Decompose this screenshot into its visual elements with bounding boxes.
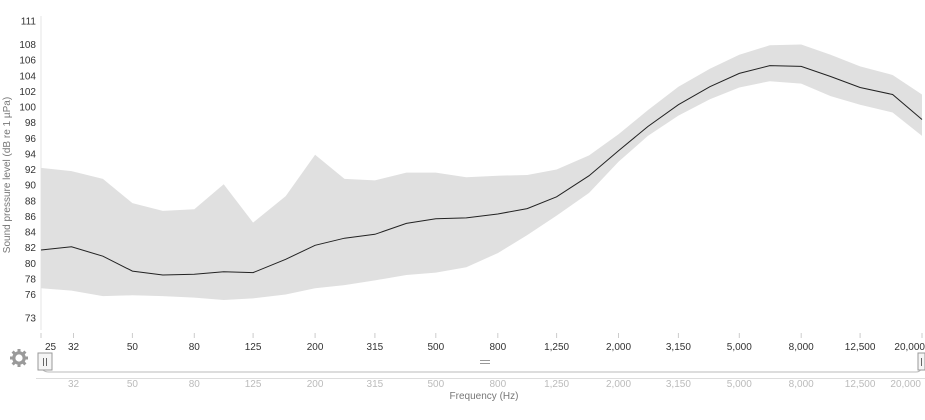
data-point[interactable] xyxy=(192,272,196,276)
data-point[interactable] xyxy=(464,216,468,220)
data-point[interactable] xyxy=(858,86,862,90)
right-handle-icon[interactable] xyxy=(917,352,925,371)
data-point[interactable] xyxy=(799,64,803,68)
navigator-tick-label: 800 xyxy=(489,379,506,390)
data-point[interactable] xyxy=(737,71,741,75)
x-axis-ticks: 25 32 50 80 125 200 315 500 800 1,250 2,000 3,150 5,… xyxy=(40,333,925,353)
navigator-tick-label: 8,000 xyxy=(789,379,814,390)
navigator-tick-label: 2,000 xyxy=(606,379,631,390)
y-tick-label: 78 xyxy=(25,274,37,285)
data-point[interactable] xyxy=(676,103,680,107)
data-point[interactable] xyxy=(101,254,105,258)
x-tick-label: 32 xyxy=(68,342,80,353)
x-tick-label: 20,000 xyxy=(894,342,925,353)
gear-icon[interactable] xyxy=(10,349,28,367)
x-tick-label: 8,000 xyxy=(789,342,814,353)
x-tick-label: 80 xyxy=(189,342,201,353)
data-point[interactable] xyxy=(161,273,165,277)
data-point[interactable] xyxy=(891,93,895,97)
data-point[interactable] xyxy=(70,245,74,249)
navigator-tick-label: 5,000 xyxy=(727,379,752,390)
data-point[interactable] xyxy=(646,125,650,129)
x-tick-label: 800 xyxy=(489,342,506,353)
navigator-tick-label: 32 xyxy=(68,379,80,390)
y-tick-label: 100 xyxy=(19,103,36,114)
y-tick-label: 102 xyxy=(19,87,36,98)
mean-line xyxy=(40,65,923,276)
data-point[interactable] xyxy=(920,118,924,122)
plot-area xyxy=(39,16,924,330)
x-tick-label: 3,150 xyxy=(666,342,691,353)
navigator-tick-label: 3,150 xyxy=(666,379,691,390)
y-tick-label: 73 xyxy=(25,313,37,324)
data-point[interactable] xyxy=(617,149,621,153)
x-tick-label: 315 xyxy=(367,342,384,353)
navigator-tick-label: 315 xyxy=(367,379,384,390)
x-axis-title: Frequency (Hz) xyxy=(450,391,519,402)
y-axis-title: Sound pressure level (dB re 1 µPa) xyxy=(2,97,13,253)
x-tick-label: 125 xyxy=(245,342,262,353)
y-tick-label: 86 xyxy=(25,212,37,223)
y-tick-label: 82 xyxy=(25,243,37,254)
data-point[interactable] xyxy=(284,257,288,261)
navigator-tick-label: 20,000 xyxy=(890,379,921,390)
data-point[interactable] xyxy=(587,174,591,178)
navigator-tick-label: 1,250 xyxy=(544,379,569,390)
data-point[interactable] xyxy=(373,232,377,236)
y-tick-label: 106 xyxy=(19,56,36,67)
navigator[interactable]: 32 50 80 125 200 315 500 800 1,250 2,000 3,150 5,00… xyxy=(36,352,925,390)
x-tick-label: 5,000 xyxy=(727,342,752,353)
data-point[interactable] xyxy=(130,269,134,273)
data-point[interactable] xyxy=(708,85,712,89)
data-point[interactable] xyxy=(39,248,43,252)
data-point[interactable] xyxy=(404,221,408,225)
data-point[interactable] xyxy=(313,243,317,247)
x-tick-label: 12,500 xyxy=(845,342,876,353)
data-point[interactable] xyxy=(555,195,559,199)
y-tick-label: 80 xyxy=(25,259,37,270)
x-tick-label: 500 xyxy=(427,342,444,353)
y-tick-label: 90 xyxy=(25,181,37,192)
y-tick-label: 88 xyxy=(25,196,37,207)
y-tick-label: 108 xyxy=(19,40,36,51)
navigator-tick-label: 50 xyxy=(127,379,139,390)
y-tick-label: 92 xyxy=(25,165,37,176)
data-point[interactable] xyxy=(434,217,438,221)
data-point[interactable] xyxy=(343,236,347,240)
x-tick-label: 200 xyxy=(307,342,324,353)
navigator-tick-label: 200 xyxy=(307,379,324,390)
y-tick-label: 96 xyxy=(25,134,37,145)
data-point[interactable] xyxy=(525,207,529,211)
y-tick-label: 84 xyxy=(25,228,37,239)
range-band xyxy=(41,44,922,300)
x-tick-label: 2,000 xyxy=(606,342,631,353)
y-axis-ticks: 73 76 78 80 82 84 86 88 90 92 94 96 98 100 102 104 106 10… xyxy=(19,17,36,325)
data-point[interactable] xyxy=(768,64,772,68)
data-point[interactable] xyxy=(251,271,255,275)
x-tick-label: 1,250 xyxy=(544,342,569,353)
scroll-grip-icon[interactable] xyxy=(480,360,490,364)
y-tick-label: 98 xyxy=(25,118,37,129)
data-point[interactable] xyxy=(222,270,226,274)
y-tick-label: 111 xyxy=(21,17,37,28)
left-handle-icon[interactable] xyxy=(37,352,53,371)
x-tick-label: 25 xyxy=(45,342,57,353)
navigator-tick-label: 80 xyxy=(189,379,201,390)
x-tick-label: 50 xyxy=(127,342,139,353)
navigator-tick-label: 12,500 xyxy=(845,379,876,390)
y-tick-label: 76 xyxy=(25,290,37,301)
data-point[interactable] xyxy=(829,75,833,79)
data-point[interactable] xyxy=(496,212,500,216)
y-tick-label: 104 xyxy=(19,71,36,82)
navigator-tick-label: 500 xyxy=(427,379,444,390)
y-tick-label: 94 xyxy=(25,149,37,160)
navigator-tick-label: 125 xyxy=(245,379,262,390)
navigator-ticks: 32 50 80 125 200 315 500 800 1,250 2,000 3,150 5,00… xyxy=(68,379,921,390)
